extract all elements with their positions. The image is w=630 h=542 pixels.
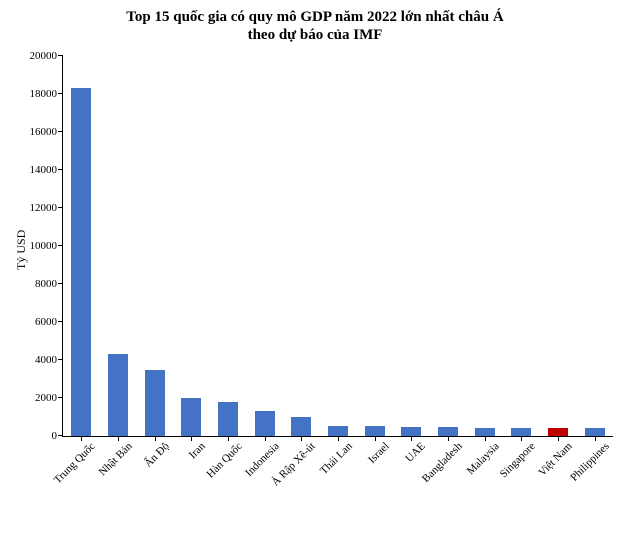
- y-tick-mark: [58, 359, 63, 360]
- bar: [218, 402, 238, 436]
- bar: [291, 417, 311, 436]
- y-tick-label: 8000: [35, 278, 63, 290]
- y-tick-label: 20000: [30, 50, 64, 62]
- y-axis-label: Tỷ USD: [14, 230, 29, 270]
- bar: [548, 428, 568, 436]
- plot-area: 0200040006000800010000120001400016000180…: [62, 56, 613, 437]
- y-tick-mark: [58, 55, 63, 56]
- y-tick-label: 16000: [30, 126, 64, 138]
- y-tick-label: 18000: [30, 88, 64, 100]
- y-tick-label: 2000: [35, 392, 63, 404]
- y-tick-mark: [58, 131, 63, 132]
- y-tick-label: 12000: [30, 202, 64, 214]
- gdp-bar-chart: Top 15 quốc gia có quy mô GDP năm 2022 l…: [0, 0, 630, 542]
- bar: [181, 398, 201, 436]
- y-tick-label: 10000: [30, 240, 64, 252]
- bar: [585, 428, 605, 436]
- bar: [145, 370, 165, 437]
- bar: [71, 88, 91, 436]
- y-tick-mark: [58, 397, 63, 398]
- y-tick-label: 14000: [30, 164, 64, 176]
- bar: [328, 426, 348, 436]
- y-tick-mark: [58, 93, 63, 94]
- y-tick-mark: [58, 321, 63, 322]
- y-tick-mark: [58, 169, 63, 170]
- bar: [475, 428, 495, 436]
- y-tick-mark: [58, 283, 63, 284]
- chart-title-line1: Top 15 quốc gia có quy mô GDP năm 2022 l…: [0, 8, 630, 26]
- chart-title-line2: theo dự báo của IMF: [0, 26, 630, 44]
- bar: [401, 427, 421, 437]
- bar: [108, 354, 128, 436]
- bar: [511, 428, 531, 436]
- y-tick-label: 4000: [35, 354, 63, 366]
- y-tick-mark: [58, 207, 63, 208]
- bar: [365, 426, 385, 436]
- bar: [438, 427, 458, 436]
- y-tick-mark: [58, 435, 63, 436]
- chart-title: Top 15 quốc gia có quy mô GDP năm 2022 l…: [0, 8, 630, 44]
- y-tick-label: 0: [52, 430, 64, 442]
- y-tick-label: 6000: [35, 316, 63, 328]
- y-tick-mark: [58, 245, 63, 246]
- bar: [255, 411, 275, 436]
